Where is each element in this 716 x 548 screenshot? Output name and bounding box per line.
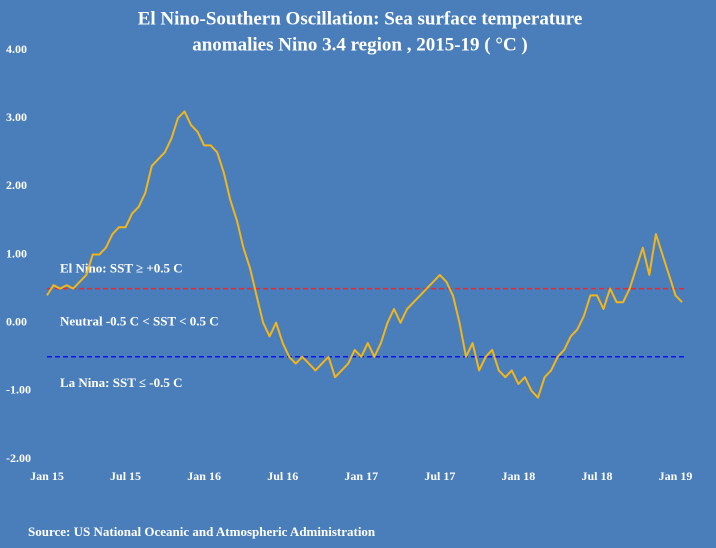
chart-title: El Nino-Southern Oscillation: Sea surfac… (138, 8, 583, 29)
annotation: La Nina: SST ≤ -0.5 C (60, 375, 182, 390)
x-tick-label: Jul 17 (424, 469, 455, 483)
annotation: Neutral -0.5 C < SST < 0.5 C (60, 314, 219, 329)
y-tick-label: 4.00 (6, 42, 27, 56)
y-tick-label: -2.00 (6, 451, 31, 465)
x-tick-label: Jul 16 (267, 469, 298, 483)
y-tick-label: 0.00 (6, 314, 27, 328)
y-tick-label: 2.00 (6, 178, 27, 192)
x-tick-label: Jan 15 (30, 469, 64, 483)
x-tick-label: Jan 16 (187, 469, 221, 483)
annotation: El Nino: SST ≥ +0.5 C (60, 260, 183, 275)
x-tick-label: Jul 18 (581, 469, 612, 483)
x-tick-label: Jan 19 (659, 469, 693, 483)
x-tick-label: Jan 18 (502, 469, 536, 483)
source: Source: US National Oceanic and Atmosphe… (28, 524, 376, 539)
x-tick-label: Jul 15 (110, 469, 141, 483)
y-tick-label: -1.00 (6, 383, 31, 397)
y-tick-label: 1.00 (6, 246, 27, 260)
y-tick-label: 3.00 (6, 110, 27, 124)
data-line (46, 110, 683, 399)
x-tick-label: Jan 17 (344, 469, 378, 483)
chart-title: anomalies Nino 3.4 region , 2015-19 ( °C… (192, 34, 528, 55)
